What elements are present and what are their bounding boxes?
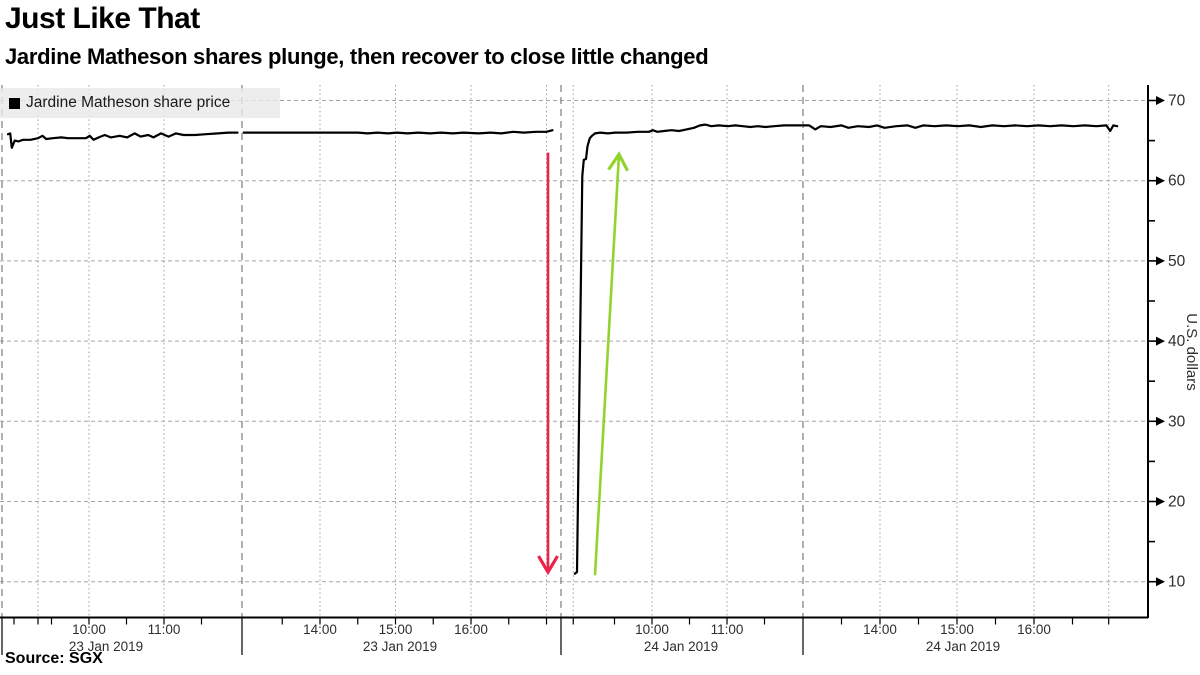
y-tick-label: 70 <box>1168 93 1186 110</box>
x-tick-label: 10:00 <box>635 622 669 637</box>
price-line <box>6 131 239 149</box>
x-date-label: 23 Jan 2019 <box>363 639 437 654</box>
x-tick-label: 10:00 <box>72 622 106 637</box>
y-tick-arrow-icon <box>1156 577 1165 587</box>
price-line <box>573 123 803 575</box>
x-axis: 10:00 11:00 23 Jan 2019 14:00 15:00 16:00 23 J… <box>0 616 1148 655</box>
x-date-label: 24 Jan 2019 <box>644 639 718 654</box>
y-tick-arrow-icon <box>1156 497 1165 506</box>
annotation-arrows <box>537 151 629 576</box>
y-tick-arrow-icon <box>1156 336 1165 346</box>
vertical-gridlines <box>37 85 1110 617</box>
x-tick-label: 16:00 <box>1017 622 1051 637</box>
source-label: Source: SGX <box>5 650 103 667</box>
y-tick-arrow-icon <box>1156 256 1165 266</box>
horizontal-gridlines <box>0 100 1148 583</box>
y-tick-label: 30 <box>1168 413 1186 430</box>
y-tick-label: 40 <box>1168 333 1186 350</box>
x-tick-label: 14:00 <box>863 622 897 637</box>
x-tick-label: 11:00 <box>711 622 744 637</box>
price-line <box>801 124 1119 133</box>
x-tick-label: 15:00 <box>940 622 974 637</box>
chart-title: Just Like That <box>5 2 200 35</box>
recovery-arrow-head-icon <box>607 151 629 172</box>
x-date-label: 24 Jan 2019 <box>926 639 1000 654</box>
y-tick-label: 60 <box>1168 173 1186 190</box>
chart-subtitle: Jardine Matheson shares plunge, then rec… <box>5 44 709 69</box>
y-tick-arrow-icon <box>1156 176 1165 186</box>
x-tick-label: 15:00 <box>379 622 413 637</box>
x-tick-label: 11:00 <box>148 622 181 637</box>
y-tick-arrow-icon <box>1156 96 1165 105</box>
legend-label: Jardine Matheson share price <box>26 94 231 111</box>
session-separators <box>1 85 804 617</box>
legend: Jardine Matheson share price <box>0 88 280 118</box>
y-tick-label: 50 <box>1168 253 1186 270</box>
series-swatch-icon <box>9 97 20 109</box>
price-line <box>242 129 554 135</box>
x-date-label: 23 Jan 2019 <box>69 639 143 654</box>
y-tick-label: 20 <box>1168 494 1186 511</box>
x-tick-label: 16:00 <box>454 622 488 637</box>
y-axis: 10 20 30 40 50 60 70 U.S. dollars <box>1147 85 1200 618</box>
x-tick-label: 14:00 <box>303 622 337 637</box>
plunge-arrow-head-icon <box>537 555 559 576</box>
y-tick-label: 10 <box>1168 574 1186 591</box>
price-series <box>6 123 1119 575</box>
y-tick-arrow-icon <box>1156 416 1165 426</box>
recovery-arrow <box>593 157 621 576</box>
y-axis-title: U.S. dollars <box>1183 313 1200 391</box>
